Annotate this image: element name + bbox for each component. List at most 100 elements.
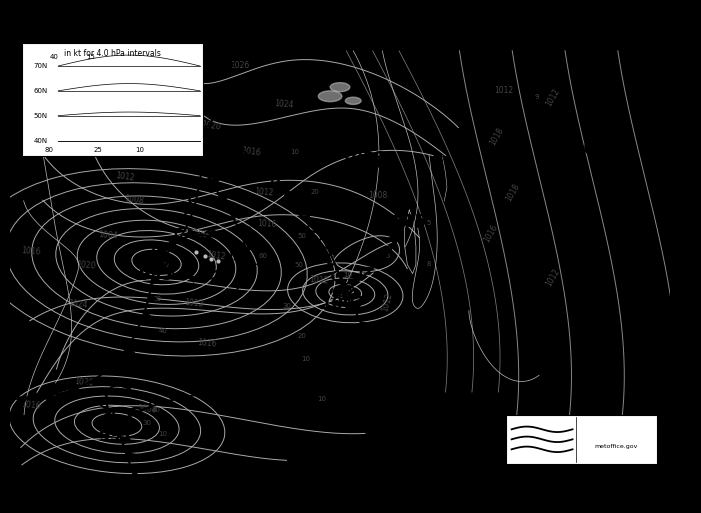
Text: 1020: 1020 <box>201 120 222 132</box>
Text: 30: 30 <box>283 304 292 309</box>
Polygon shape <box>186 276 200 283</box>
Text: ×: × <box>440 154 449 164</box>
Polygon shape <box>199 161 212 172</box>
Text: 1016: 1016 <box>240 146 261 157</box>
Text: 1003: 1003 <box>340 150 386 168</box>
Text: 995: 995 <box>138 266 172 284</box>
Text: 10: 10 <box>135 147 144 152</box>
Text: 10: 10 <box>301 356 310 362</box>
Text: 1018: 1018 <box>489 126 505 147</box>
Polygon shape <box>346 97 361 105</box>
Text: 50N: 50N <box>34 113 48 119</box>
Text: 1004: 1004 <box>97 230 118 241</box>
Text: 1016: 1016 <box>482 223 499 244</box>
Polygon shape <box>379 388 389 398</box>
Text: 1024: 1024 <box>274 99 294 110</box>
Polygon shape <box>66 387 79 396</box>
Polygon shape <box>207 177 220 188</box>
Text: 50: 50 <box>297 233 306 240</box>
Polygon shape <box>40 393 55 402</box>
Text: 40: 40 <box>50 54 59 60</box>
Polygon shape <box>120 436 132 445</box>
Polygon shape <box>370 258 383 266</box>
Polygon shape <box>246 259 258 269</box>
Polygon shape <box>220 263 233 271</box>
Polygon shape <box>130 466 142 476</box>
Text: 50: 50 <box>294 262 304 268</box>
Polygon shape <box>359 321 371 330</box>
Text: 1012: 1012 <box>381 291 395 312</box>
Text: 1020: 1020 <box>74 377 94 387</box>
Text: 1026: 1026 <box>230 61 250 70</box>
Polygon shape <box>107 361 121 370</box>
Polygon shape <box>238 225 252 235</box>
Text: 1009: 1009 <box>188 228 208 240</box>
Text: 1012: 1012 <box>206 250 226 261</box>
Polygon shape <box>379 371 389 381</box>
Bar <box>506 415 657 464</box>
Text: H: H <box>588 119 602 137</box>
Text: 40N: 40N <box>34 137 48 144</box>
Polygon shape <box>155 260 168 268</box>
Polygon shape <box>360 439 372 448</box>
Polygon shape <box>176 59 187 70</box>
Polygon shape <box>180 93 192 104</box>
Polygon shape <box>89 376 102 385</box>
Text: 80: 80 <box>45 147 53 152</box>
Text: 1012: 1012 <box>116 171 135 183</box>
Polygon shape <box>229 209 242 219</box>
Text: 40: 40 <box>158 328 168 333</box>
Polygon shape <box>13 397 29 405</box>
Polygon shape <box>217 193 230 203</box>
Polygon shape <box>238 275 251 285</box>
Text: 20: 20 <box>297 333 306 340</box>
Text: 1016: 1016 <box>148 133 169 146</box>
Text: 1012: 1012 <box>544 267 562 288</box>
Polygon shape <box>374 353 386 364</box>
Text: 25: 25 <box>94 147 102 152</box>
Text: 40: 40 <box>152 407 161 413</box>
Polygon shape <box>369 422 381 432</box>
Text: 1020: 1020 <box>76 260 96 271</box>
Polygon shape <box>132 328 146 339</box>
Text: in kt for 4.0 hPa intervals: in kt for 4.0 hPa intervals <box>64 49 161 58</box>
Text: 10: 10 <box>343 271 353 278</box>
Text: 1016: 1016 <box>21 400 41 411</box>
Text: 997: 997 <box>98 427 133 445</box>
Polygon shape <box>192 145 205 155</box>
Text: 30: 30 <box>143 420 152 426</box>
Bar <box>22 44 203 156</box>
Text: 10: 10 <box>158 431 168 437</box>
Text: 20: 20 <box>311 189 320 195</box>
Text: 1002: 1002 <box>320 295 367 313</box>
Text: metoffice.gov: metoffice.gov <box>594 444 638 449</box>
Polygon shape <box>150 274 162 286</box>
Polygon shape <box>187 229 200 238</box>
Text: 1012: 1012 <box>184 298 203 309</box>
Polygon shape <box>125 451 137 461</box>
Text: ×: × <box>625 63 634 73</box>
Polygon shape <box>401 218 411 227</box>
Text: 1012: 1012 <box>494 86 513 95</box>
Text: 1012: 1012 <box>544 87 562 108</box>
Polygon shape <box>246 241 257 252</box>
Text: 60N: 60N <box>34 88 48 94</box>
Polygon shape <box>388 235 400 245</box>
Text: L: L <box>151 245 160 259</box>
Text: 1005: 1005 <box>380 213 426 231</box>
Polygon shape <box>98 387 108 397</box>
Text: 1012: 1012 <box>254 187 274 198</box>
Polygon shape <box>103 410 114 418</box>
Polygon shape <box>147 293 158 304</box>
Text: 1016: 1016 <box>21 246 41 256</box>
Polygon shape <box>367 337 379 347</box>
Polygon shape <box>123 345 136 356</box>
Polygon shape <box>187 128 200 139</box>
Polygon shape <box>318 91 342 102</box>
Text: 1018: 1018 <box>504 182 522 203</box>
Text: 8: 8 <box>427 261 431 267</box>
Polygon shape <box>393 210 403 221</box>
Polygon shape <box>374 405 386 415</box>
Text: 10: 10 <box>291 149 299 155</box>
Text: 1016: 1016 <box>197 338 217 348</box>
